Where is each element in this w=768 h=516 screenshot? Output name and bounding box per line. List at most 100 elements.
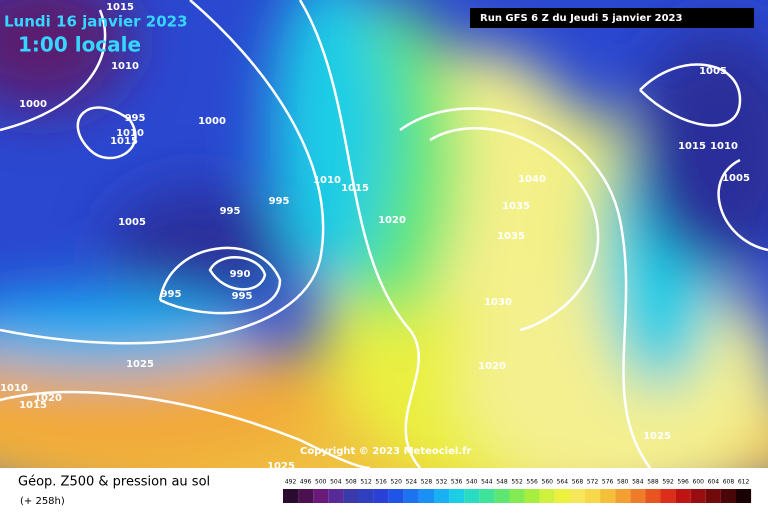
scale-swatch (418, 489, 434, 503)
footer-title: Géop. Z500 & pression au sol (18, 475, 210, 490)
scale-swatch (449, 489, 465, 503)
scale-swatch (479, 489, 495, 503)
isobar-label: 1010 (111, 61, 139, 72)
scale-label: 600 (693, 479, 705, 486)
scale-label: 612 (738, 479, 750, 486)
scale-swatch (403, 489, 419, 503)
isobar-label: 1025 (643, 431, 671, 442)
scale-label: 592 (662, 479, 674, 486)
scale-label: 576 (602, 479, 614, 486)
scale-label: 536 (451, 479, 463, 486)
scale-label: 568 (572, 479, 584, 486)
scale-swatch (660, 489, 676, 503)
isobar-label: 995 (161, 289, 182, 300)
copyright: Copyright © 2023 Meteociel.fr (300, 446, 471, 457)
isobar-label: 995 (220, 206, 241, 217)
scale-swatch (509, 489, 525, 503)
isobar-label: 1015 (678, 141, 706, 152)
scale-label: 492 (285, 479, 297, 486)
isobar-label: 1000 (19, 99, 47, 110)
isobar-label: 1020 (378, 215, 406, 226)
scale-swatch (675, 489, 691, 503)
scale-swatch (283, 489, 299, 503)
isobar-label: 1010 (116, 128, 144, 139)
isobar-label: 1025 (267, 461, 295, 472)
scale-label: 500 (315, 479, 327, 486)
forecast-time: 1:00 locale (18, 33, 141, 57)
scale-swatch (705, 489, 721, 503)
scale-swatch (358, 489, 374, 503)
isobar-label: 1040 (518, 174, 546, 185)
scale-label: 528 (421, 479, 433, 486)
scale-label: 512 (360, 479, 372, 486)
scale-swatch (494, 489, 510, 503)
run-info: Run GFS 6 Z du Jeudi 5 janvier 2023 (480, 13, 683, 24)
color-scale: 492 496 500 504 508 512 516 520 524 528 532 536 540 5… (283, 479, 752, 503)
scale-label: 516 (375, 479, 387, 486)
run-box (470, 8, 754, 28)
scale-swatch (630, 489, 646, 503)
scale-swatch (569, 489, 585, 503)
isobar-label: 1020 (34, 393, 62, 404)
isobar-label: 1035 (502, 201, 530, 212)
forecast-lead: (+ 258h) (20, 496, 65, 507)
scale-swatch (736, 489, 752, 503)
scale-swatch (524, 489, 540, 503)
isobar-label: 990 (230, 269, 251, 280)
scale-swatch (434, 489, 450, 503)
isobar-label: 1015 (341, 183, 369, 194)
scale-swatch (539, 489, 555, 503)
scale-label: 508 (345, 479, 357, 486)
isobar-label: 1015 (106, 2, 134, 13)
isobar-label: 1010 (710, 141, 738, 152)
scale-label: 524 (406, 479, 418, 486)
scale-swatch (615, 489, 631, 503)
scale-swatch (313, 489, 329, 503)
forecast-date: Lundi 16 janvier 2023 (4, 13, 188, 31)
scale-label: 560 (542, 479, 554, 486)
scale-label: 588 (647, 479, 659, 486)
isobar-label: 995 (232, 291, 253, 302)
isobar-label: 995 (125, 113, 146, 124)
scale-label: 548 (496, 479, 508, 486)
isobar-label: 1005 (699, 66, 727, 77)
scale-label: 596 (677, 479, 689, 486)
scale-swatch (585, 489, 601, 503)
scale-label: 572 (587, 479, 599, 486)
scale-swatch (554, 489, 570, 503)
isobar-label: 1030 (484, 297, 512, 308)
scale-swatch (690, 489, 706, 503)
scale-label: 584 (632, 479, 644, 486)
scale-label: 604 (708, 479, 720, 486)
isobar-label: 1005 (118, 217, 146, 228)
scale-label: 504 (330, 479, 342, 486)
scale-label: 552 (511, 479, 523, 486)
scale-swatch (388, 489, 404, 503)
scale-label: 544 (481, 479, 493, 486)
isobar-label: 1015 (110, 136, 138, 147)
isobar-label: 1000 (198, 116, 226, 127)
isobar-label: 1015 (19, 400, 47, 411)
scale-label: 556 (526, 479, 538, 486)
scale-label: 564 (557, 479, 569, 486)
scale-label: 608 (723, 479, 735, 486)
isobar-label: 1035 (497, 231, 525, 242)
scale-swatch (328, 489, 344, 503)
isobar-label: 1010 (0, 383, 28, 394)
scale-label: 496 (300, 479, 312, 486)
isobar-label: 1010 (313, 175, 341, 186)
isobar-label: 1020 (478, 361, 506, 372)
isobars (0, 0, 768, 468)
scale-swatch (645, 489, 661, 503)
scale-swatch (600, 489, 616, 503)
scale-swatch (464, 489, 480, 503)
scale-swatch (720, 489, 736, 503)
scale-swatch (298, 489, 314, 503)
isobar-label: 1005 (722, 173, 750, 184)
isobar-label: 995 (269, 196, 290, 207)
scale-swatch (373, 489, 389, 503)
isobar-label: 1025 (126, 359, 154, 370)
